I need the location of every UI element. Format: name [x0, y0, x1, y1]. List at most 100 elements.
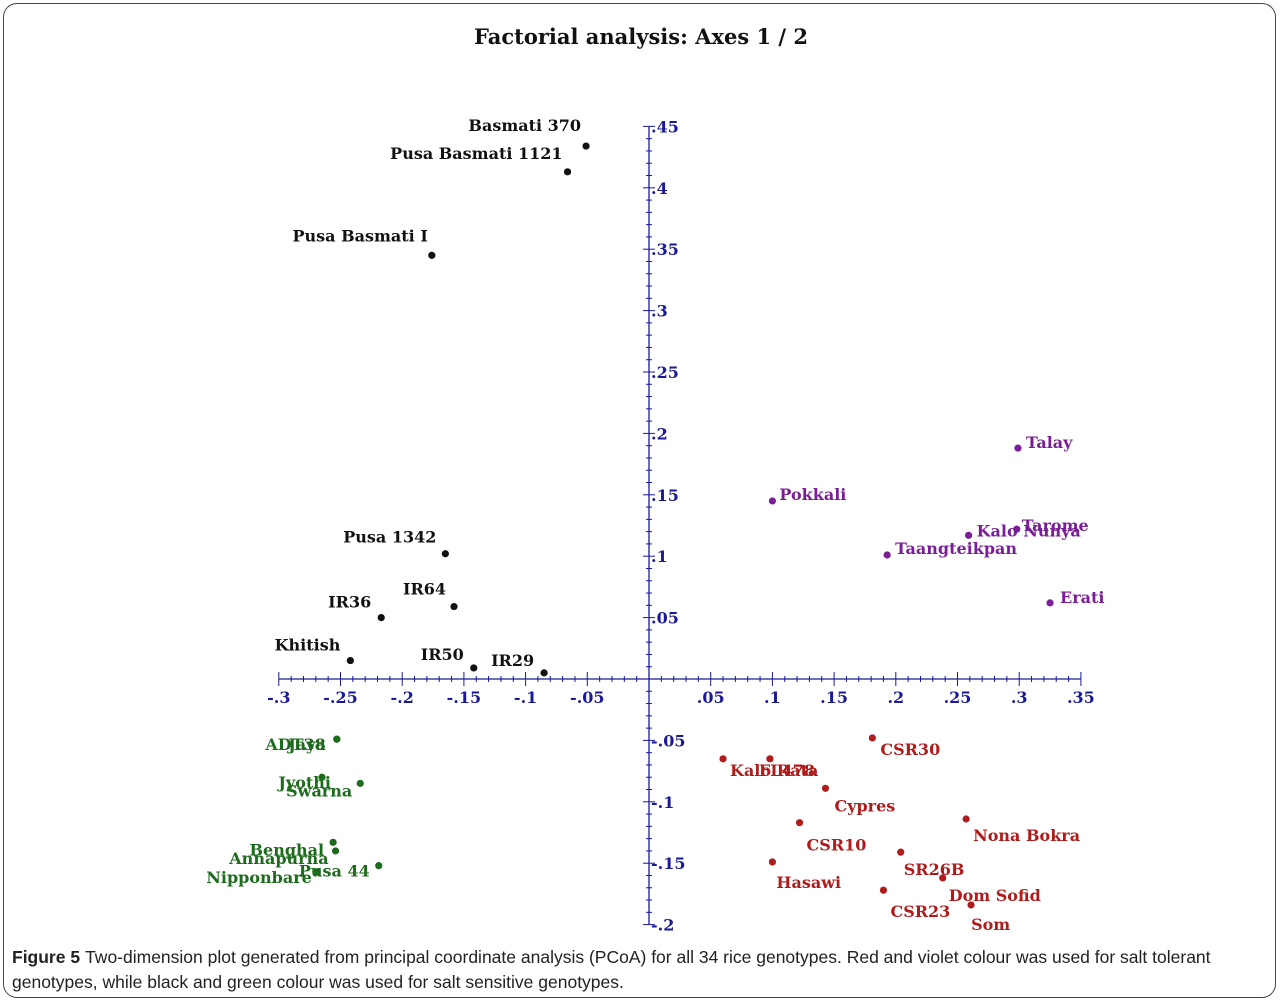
point-label: Taangteikpan [895, 539, 1017, 558]
x-tick-label: -.2 [391, 688, 414, 707]
point-label: IR36 [328, 593, 371, 612]
points-group: Basmati 370 Pusa Basmati 1121 Pusa Basmati… [206, 116, 1104, 934]
y-tick-label: .2 [651, 424, 668, 443]
point-label: Jyothi [276, 773, 331, 792]
data-point [795, 819, 804, 827]
data-point [879, 886, 888, 894]
data-point [312, 868, 320, 876]
scatter-plot: -.3 -.25 -.2 -.15 -.1 -.05 .05 .1 .15 .2 .25 .3 .35.… [206, 116, 1104, 935]
point-label: Swarna [286, 781, 352, 800]
y-tick-label: -.05 [651, 731, 685, 750]
data-point [1014, 444, 1022, 452]
point-label: Khitish [275, 636, 341, 655]
point-label: Pusa Basmati I [292, 226, 427, 245]
point-label: Jaya [286, 735, 326, 754]
point-label: Pusa 1342 [343, 528, 436, 547]
point-label: Tarome [1022, 516, 1089, 535]
y-tick-label: .25 [651, 363, 679, 382]
point-label: CSR23 [890, 902, 950, 921]
point-label: CSR30 [880, 740, 940, 759]
data-point [375, 862, 383, 870]
data-point [766, 755, 774, 763]
point-label: FL478 [759, 761, 815, 780]
data-point [428, 251, 436, 259]
point-label: Kalo Nunya [977, 521, 1081, 540]
data-point [967, 901, 975, 909]
data-point [821, 784, 830, 792]
data-point [441, 550, 449, 558]
data-point [939, 874, 947, 882]
data-point [346, 656, 354, 665]
point-label: Pusa 44 [299, 862, 370, 881]
chart-title: Factorial analysis: Axes 1 / 2 [474, 24, 808, 49]
point-label: Annapurna [228, 849, 328, 868]
x-tick-label: .05 [697, 688, 725, 707]
data-point [356, 779, 364, 787]
data-point [470, 664, 478, 672]
x-tick-label: -.25 [323, 688, 357, 707]
point-label: SR26B [904, 860, 965, 879]
x-tick-label: .1 [764, 688, 781, 707]
data-point [719, 755, 727, 763]
point-label: Dom Sofid [949, 886, 1041, 905]
point-label: IR29 [491, 651, 534, 670]
data-point [450, 602, 458, 611]
axes-group [278, 126, 1081, 925]
point-label: IR64 [403, 580, 446, 599]
x-tick-label: -.3 [267, 688, 290, 707]
data-point [962, 815, 970, 823]
y-tick-label: .1 [651, 547, 668, 566]
figure-caption: Figure 5 Two-dimension plot generated fro… [12, 945, 1270, 995]
point-label: Pokkali [779, 485, 846, 504]
caption-text: Two-dimension plot generated from princi… [12, 947, 1211, 992]
data-point [897, 848, 905, 856]
figure-frame [3, 3, 1276, 998]
x-tick-label: .3 [1011, 688, 1028, 707]
y-tick-label: .45 [651, 117, 679, 136]
point-label: CSR10 [807, 836, 867, 855]
ticks-group: -.3 -.25 -.2 -.15 -.1 -.05 .05 .1 .15 .2 .25 .3 .35.… [267, 117, 1095, 934]
y-tick-label: .4 [651, 179, 668, 198]
data-point [883, 551, 891, 559]
point-label: Nipponbare [206, 868, 312, 887]
data-point [563, 168, 572, 176]
y-tick-label: -.15 [651, 854, 685, 873]
data-point [331, 847, 340, 855]
y-tick-label: .35 [651, 240, 679, 259]
data-point [329, 838, 337, 846]
y-tick-label: .05 [651, 609, 679, 628]
data-point [768, 858, 777, 866]
data-point [1046, 599, 1054, 607]
point-label: Som [971, 915, 1010, 934]
data-point [1013, 525, 1021, 533]
x-tick-label: .15 [820, 688, 848, 707]
data-point [768, 497, 777, 505]
data-point [582, 142, 590, 150]
y-tick-label: .15 [651, 486, 679, 505]
y-tick-label: -.1 [651, 793, 674, 812]
point-label: ADT38 [264, 735, 325, 754]
point-label: Cypres [834, 796, 895, 815]
data-point [540, 669, 548, 677]
y-tick-label: -.2 [651, 916, 674, 935]
point-label: Nona Bokra [973, 826, 1080, 845]
point-label: Kalo Rata [730, 761, 818, 780]
x-tick-label: .2 [887, 688, 904, 707]
data-point [868, 734, 876, 742]
x-tick-label: -.1 [514, 688, 537, 707]
data-point [377, 614, 385, 622]
caption-figure-label: Figure 5 [12, 947, 81, 967]
y-tick-label: .3 [651, 302, 668, 321]
x-tick-label: .35 [1067, 688, 1095, 707]
x-tick-label: -.05 [570, 688, 604, 707]
x-tick-label: -.15 [447, 688, 481, 707]
point-label: Benghal [249, 840, 324, 859]
point-label: IR50 [421, 645, 464, 664]
data-point [333, 735, 341, 743]
data-point [965, 531, 973, 539]
point-label: Basmati 370 [468, 116, 581, 135]
x-tick-label: .25 [944, 688, 972, 707]
point-label: Talay [1026, 433, 1073, 452]
data-point [318, 773, 326, 781]
point-label: Pusa Basmati 1121 [390, 144, 562, 163]
